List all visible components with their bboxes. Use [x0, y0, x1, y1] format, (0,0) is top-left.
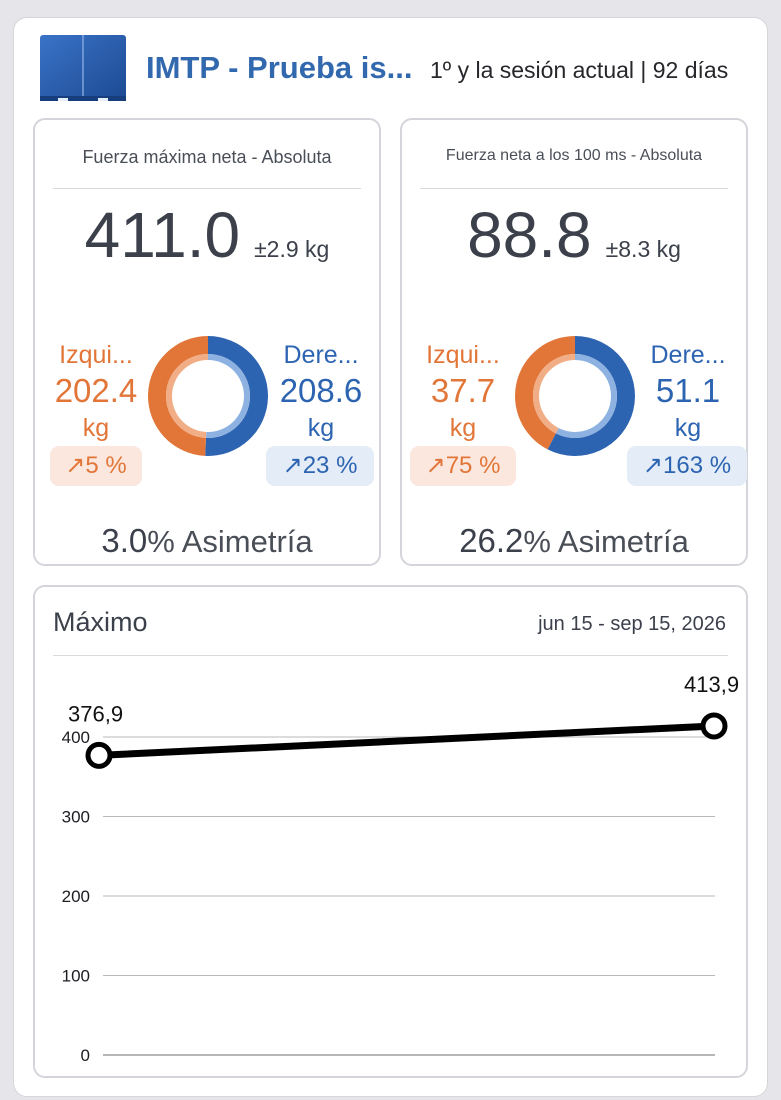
- left-label: Izqui...: [426, 341, 500, 369]
- metric-title: Fuerza neta a los 100 ms - Absoluta: [445, 147, 703, 164]
- y-tick-label: 200: [62, 887, 90, 906]
- data-point[interactable]: [700, 712, 728, 740]
- metric-card-100ms-force[interactable]: Fuerza neta a los 100 ms - Absoluta 88.8…: [400, 118, 748, 566]
- data-label: 413,9: [684, 672, 739, 697]
- box-logo-icon: [40, 35, 126, 101]
- asymmetry-summary: 26.2% Asimetría: [402, 522, 746, 560]
- left-change-badge: ↗5 %: [50, 446, 142, 486]
- right-change-badge: ↗163 %: [627, 446, 747, 486]
- metric-value: 411.0: [84, 199, 241, 271]
- right-value: 208.6: [279, 372, 363, 409]
- arrow-up-right-icon: ↗: [282, 452, 303, 479]
- metric-title: Fuerza máxima neta - Absoluta: [82, 147, 332, 167]
- right-inner-ring: [555, 354, 617, 438]
- asymmetry-summary: 3.0% Asimetría: [35, 522, 379, 560]
- metric-error: ±2.9 kg: [254, 236, 330, 262]
- divider: [53, 655, 728, 656]
- left-side-value: Izqui... 37.7 kg: [408, 338, 518, 446]
- left-change-badge: ↗75 %: [410, 446, 516, 486]
- max-line-chart: 0 100 200 300 400 376,9 413,9: [62, 672, 739, 1065]
- asymmetry-label: % Asimetría: [147, 524, 313, 559]
- left-side-value: Izqui... 202.4 kg: [41, 338, 151, 446]
- chart-date-range: jun 15 - sep 15, 2026: [538, 613, 726, 635]
- metric-error: ±8.3 kg: [605, 236, 681, 262]
- data-point[interactable]: [85, 741, 113, 769]
- data-label: 376,9: [68, 701, 123, 726]
- asymmetry-value: 26.2: [459, 522, 524, 559]
- asymmetry-label: % Asimetría: [523, 524, 689, 559]
- metric-value: 88.8: [467, 199, 592, 271]
- asymmetry-value: 3.0: [101, 522, 148, 559]
- session-range-label: 1º y la sesión actual | 92 días: [430, 57, 729, 83]
- right-label: Dere...: [650, 341, 726, 369]
- arrow-up-right-icon: ↗: [642, 452, 664, 479]
- left-value: 37.7: [430, 372, 496, 409]
- left-share-slice: [515, 336, 575, 450]
- right-change-badge: ↗23 %: [266, 446, 374, 486]
- right-side-value: Dere... 51.1 kg: [633, 338, 743, 446]
- right-value: 51.1: [655, 372, 721, 409]
- left-unit: kg: [82, 414, 110, 442]
- y-tick-label: 400: [62, 728, 90, 747]
- metric-value-row: 88.8 ±8.3 kg: [402, 198, 746, 272]
- right-unit: kg: [307, 414, 335, 442]
- left-unit: kg: [449, 414, 477, 442]
- max-chart-card[interactable]: Máximo jun 15 - sep 15, 2026 0 100 200 300 4…: [33, 585, 748, 1078]
- divider: [420, 188, 728, 189]
- arrow-up-right-icon: ↗: [65, 452, 86, 479]
- left-label: Izqui...: [59, 341, 133, 369]
- right-inner-ring: [205, 354, 251, 438]
- divider: [53, 188, 361, 189]
- page-title[interactable]: IMTP - Prueba is...: [146, 50, 413, 85]
- left-share-slice: [148, 336, 208, 456]
- series-line: [95, 722, 718, 759]
- right-unit: kg: [674, 414, 702, 442]
- right-side-value: Dere... 208.6 kg: [266, 338, 376, 446]
- arrow-up-right-icon: ↗: [425, 452, 446, 479]
- asymmetry-donut-chart: [515, 336, 635, 456]
- chart-title: Máximo: [53, 607, 148, 637]
- y-tick-label: 0: [81, 1046, 90, 1065]
- y-tick-label: 300: [62, 808, 90, 827]
- right-share-slice: [205, 336, 268, 456]
- right-share-slice: [547, 336, 635, 456]
- y-tick-label: 100: [62, 967, 90, 986]
- left-value: 202.4: [54, 372, 138, 409]
- left-inner-ring: [533, 354, 575, 434]
- left-inner-ring: [166, 354, 208, 438]
- asymmetry-donut-chart: [148, 336, 268, 456]
- metric-card-max-force[interactable]: Fuerza máxima neta - Absoluta 411.0 ±2.9 …: [33, 118, 381, 566]
- right-label: Dere...: [283, 341, 359, 369]
- metric-value-row: 411.0 ±2.9 kg: [35, 198, 379, 272]
